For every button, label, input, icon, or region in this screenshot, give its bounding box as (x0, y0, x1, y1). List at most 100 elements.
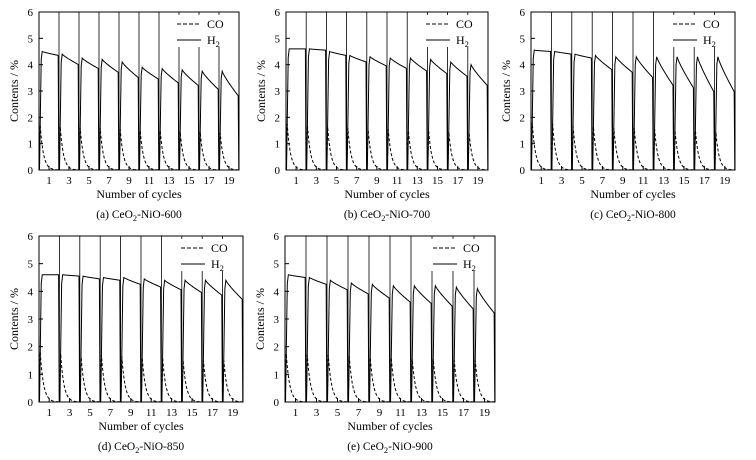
y-tick-label: 6 (275, 7, 281, 19)
panel-caption: (e) CeO2-NiO-900 (347, 441, 433, 455)
y-tick-label: 2 (520, 112, 526, 124)
x-tick-label: 3 (559, 175, 565, 187)
x-tick-label: 13 (166, 407, 178, 419)
series-line-co (38, 125, 239, 171)
x-tick-label: 1 (46, 407, 52, 419)
x-tick-label: 5 (86, 175, 92, 187)
x-tick-label: 9 (377, 407, 383, 419)
y-tick-label: 1 (28, 139, 34, 151)
x-tick-label: 19 (472, 175, 484, 187)
x-tick-label: 1 (293, 407, 299, 419)
x-tick-label: 15 (432, 175, 444, 187)
legend: CO H2 (430, 239, 494, 273)
series-line-h2 (531, 49, 736, 171)
legend-background (178, 239, 242, 271)
legend-label-co: CO (207, 17, 224, 31)
x-tick-label: 1 (293, 175, 299, 187)
y-tick-label: 2 (28, 112, 34, 124)
series-line-co (285, 123, 488, 171)
y-tick-label: 6 (28, 231, 34, 243)
legend-label-h2: H2 (456, 33, 469, 49)
y-tick-label: 5 (275, 33, 281, 45)
x-tick-label: 9 (620, 175, 626, 187)
y-tick-label: 3 (274, 314, 280, 326)
x-tick-label: 17 (452, 175, 464, 187)
y-tick-label: 4 (28, 60, 34, 72)
y-tick-label: 1 (520, 139, 526, 151)
x-tick-label: 9 (128, 407, 134, 419)
y-tick-label: 2 (28, 342, 34, 354)
series-line-h2 (39, 50, 240, 171)
y-tick-label: 5 (28, 259, 34, 271)
legend: CO H2 (178, 239, 242, 273)
y-tick-label: 3 (28, 86, 34, 98)
x-tick-label: 9 (374, 175, 380, 187)
x-tick-label: 17 (204, 175, 216, 187)
legend: CO H2 (174, 15, 238, 49)
y-tick-label: 6 (28, 7, 34, 19)
x-tick-label: 1 (538, 175, 544, 187)
y-tick-label: 0 (28, 397, 34, 409)
legend: CO H2 (423, 15, 487, 49)
panel-caption: (d) CeO2-NiO-850 (98, 441, 184, 455)
x-axis-label: Number of cycles (344, 187, 430, 201)
x-axis-label: Number of cycles (347, 419, 433, 433)
x-tick-label: 5 (579, 175, 585, 187)
series-line-h2 (285, 274, 496, 403)
legend-label-co: CO (703, 17, 720, 31)
y-tick-label: 4 (28, 286, 34, 298)
series-line-h2 (39, 274, 244, 403)
x-tick-label: 15 (437, 407, 449, 419)
x-tick-label: 13 (416, 407, 428, 419)
x-tick-label: 17 (207, 407, 219, 419)
x-tick-label: 19 (227, 407, 239, 419)
y-tick-label: 3 (520, 86, 526, 98)
x-tick-label: 13 (412, 175, 424, 187)
y-tick-label: 1 (275, 139, 281, 151)
series-line-co (530, 122, 735, 171)
x-tick-label: 9 (126, 175, 132, 187)
y-tick-label: 5 (274, 259, 280, 271)
x-tick-label: 5 (334, 175, 340, 187)
y-tick-label: 1 (274, 369, 280, 381)
x-tick-label: 11 (144, 175, 155, 187)
y-tick-label: 6 (274, 231, 280, 243)
y-tick-label: 5 (520, 33, 526, 45)
y-axis-label: Contents / % (7, 60, 21, 122)
x-tick-label: 5 (87, 407, 93, 419)
series-line-co (284, 353, 495, 403)
y-axis-label: Contents / % (254, 60, 268, 122)
panel-caption: (a) CeO2-NiO-600 (96, 209, 182, 223)
x-tick-label: 7 (354, 175, 360, 187)
x-tick-label: 7 (356, 407, 362, 419)
legend-label-co: CO (463, 241, 480, 255)
x-tick-label: 19 (719, 175, 731, 187)
y-tick-label: 0 (520, 165, 526, 177)
y-tick-label: 0 (275, 165, 281, 177)
x-tick-label: 15 (184, 175, 196, 187)
x-tick-label: 1 (46, 175, 52, 187)
y-tick-label: 0 (28, 165, 34, 177)
x-tick-label: 7 (108, 407, 114, 419)
x-tick-label: 15 (679, 175, 691, 187)
x-tick-label: 11 (392, 175, 403, 187)
x-tick-label: 5 (335, 407, 341, 419)
legend-label-h2: H2 (463, 257, 476, 273)
x-tick-label: 3 (66, 175, 72, 187)
legend-label-co: CO (456, 17, 473, 31)
legend-label-h2: H2 (207, 33, 220, 49)
x-axis-label: Number of cycles (98, 419, 184, 433)
legend-background (174, 15, 238, 47)
y-tick-label: 4 (520, 60, 526, 72)
y-tick-label: 6 (520, 7, 526, 19)
panel-caption: (c) CeO2-NiO-800 (590, 209, 676, 223)
y-axis-label: Contents / % (499, 60, 513, 122)
x-tick-label: 3 (314, 175, 320, 187)
x-tick-label: 7 (600, 175, 606, 187)
legend-label-co: CO (211, 241, 228, 255)
y-axis-label: Contents / % (253, 288, 267, 350)
